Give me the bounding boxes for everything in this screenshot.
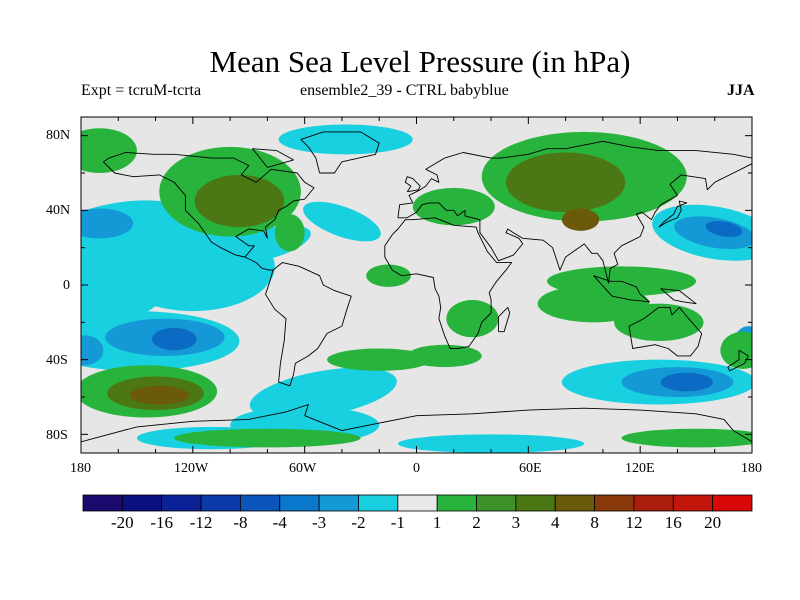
colorbar-box xyxy=(397,494,438,512)
colorbar-label: -4 xyxy=(272,513,287,532)
colorbar-label: -2 xyxy=(351,513,366,532)
lon-label-120e: 120E xyxy=(625,461,655,476)
lat-label-40n: 40N xyxy=(46,203,71,218)
colorbar-box xyxy=(161,494,202,512)
blob-eantarctic-pos-weak xyxy=(621,428,752,448)
blob-atlantic-neg-weak xyxy=(303,201,381,242)
lon-label-60w: 60W xyxy=(289,461,317,476)
colorbar-label: 3 xyxy=(511,513,521,532)
colorbar-label: -20 xyxy=(111,513,134,532)
colorbar-label: -8 xyxy=(233,513,248,532)
coast-australia xyxy=(628,306,703,357)
colorbar-label: 16 xyxy=(664,513,682,532)
blob-spac-neg-strong xyxy=(151,327,197,351)
colorbar-box xyxy=(200,494,241,512)
blob-spac-pos-strong xyxy=(129,385,190,405)
blob-satl-neg-weak xyxy=(249,367,397,419)
lat-label-40s: 40S xyxy=(46,353,68,368)
blob-dateline-neg-mid xyxy=(81,335,104,366)
experiment-label: Expt = tcruM-tcrta xyxy=(81,82,202,99)
season-label: JJA xyxy=(727,82,755,99)
blob-tibet-pos-strong xyxy=(561,208,600,231)
blob-mediterranean-pos-weak xyxy=(412,187,495,226)
blob-nz-pos-weak xyxy=(720,331,752,369)
coast-eurasia xyxy=(397,140,752,284)
colorbar-box xyxy=(515,494,556,512)
colorbar-label: -1 xyxy=(390,513,405,532)
colorbar-label: 1 xyxy=(432,513,442,532)
coast-central-america xyxy=(244,256,273,271)
lat-label-80s: 80S xyxy=(46,428,68,443)
blob-tropatl-pos-weak xyxy=(366,264,411,287)
lat-label-80n: 80N xyxy=(46,128,71,143)
colorbar-box xyxy=(318,494,359,512)
colorbar-label: 8 xyxy=(590,513,599,532)
blob-gulfstream-pos-weak xyxy=(274,214,305,252)
coast-new-guinea xyxy=(660,288,697,305)
colorbar-box xyxy=(82,494,123,512)
coast-madagascar xyxy=(498,306,511,333)
blob-safrica-pos-weak xyxy=(446,299,499,338)
colorbar-box xyxy=(279,494,320,512)
colorbar-label: -3 xyxy=(312,513,327,532)
blob-arctic-neg-weak xyxy=(278,124,413,155)
coast-britain xyxy=(404,176,421,193)
colorbar-box xyxy=(240,494,281,512)
lon-label-0: 0 xyxy=(413,461,420,476)
blob-eurasia-pos-mid xyxy=(505,152,626,213)
colorbar-label: 2 xyxy=(472,513,481,532)
blob-npac-neg-mid xyxy=(81,208,134,239)
colorbar-box xyxy=(633,494,674,512)
colorbar-label: 20 xyxy=(704,513,722,532)
coast-south-america xyxy=(265,262,352,387)
blob-namerica-pos-mid xyxy=(194,174,285,228)
lat-label-eq: 0 xyxy=(63,278,70,293)
colorbar-box xyxy=(436,494,477,512)
colorbar-box xyxy=(476,494,517,512)
coast-antarctica xyxy=(81,404,752,443)
coast-africa xyxy=(384,217,513,349)
colorbar-boxes xyxy=(82,494,753,512)
colorbar-box xyxy=(554,494,595,512)
coast-north-america xyxy=(103,152,315,258)
blob-sindian-neg-strong xyxy=(660,372,713,392)
blob-satl-pos-weak xyxy=(327,348,432,371)
lon-label-180e: 180 xyxy=(741,461,762,476)
blob-nwpac-neg-strong xyxy=(705,220,743,238)
colorbar-box xyxy=(594,494,635,512)
coast-greenland xyxy=(300,131,380,174)
blob-antarctic-pos-weak xyxy=(174,428,361,448)
map-content xyxy=(80,116,753,454)
colorbar-label: 12 xyxy=(625,513,643,532)
colorbar-label: -16 xyxy=(150,513,174,532)
colorbar-box xyxy=(712,494,753,512)
coast-japan xyxy=(658,200,688,228)
blob-australia-pos-weak xyxy=(614,303,704,342)
blob-cape-pos-weak xyxy=(407,344,482,368)
blob-eantarctic-neg-weak xyxy=(397,434,585,453)
colorbar-label: 4 xyxy=(550,513,560,532)
colorbar-label: -12 xyxy=(189,513,213,532)
chart-title: Mean Sea Level Pressure (in hPa) xyxy=(209,44,631,79)
coast-indonesia xyxy=(593,275,650,303)
colorbar-box xyxy=(672,494,714,512)
ensemble-label: ensemble2_39 - CTRL babyblue xyxy=(300,82,509,99)
lon-label-120w: 120W xyxy=(174,461,209,476)
coast-new-zealand xyxy=(727,349,749,372)
lon-label-60e: 60E xyxy=(519,461,542,476)
coast-baffin xyxy=(252,148,294,168)
anomaly-fields xyxy=(81,124,752,453)
colorbar-box xyxy=(358,494,399,512)
lon-label-180w: 180 xyxy=(70,461,91,476)
colorbar-box xyxy=(121,494,163,512)
blob-bering-pos-weak xyxy=(81,128,137,173)
